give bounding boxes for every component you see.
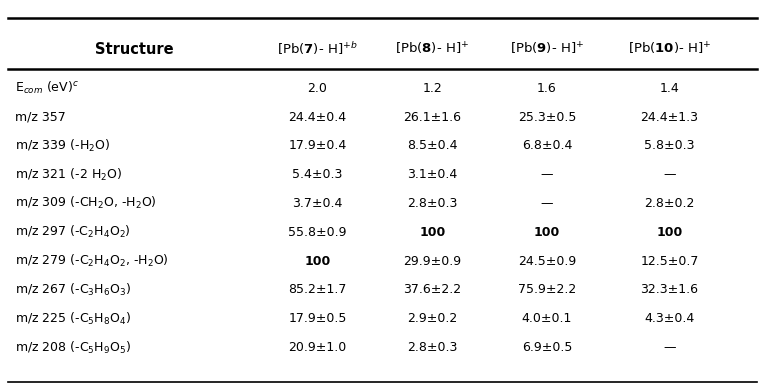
Text: m/z 225 (-C$_{5}$H$_{8}$O$_{4}$): m/z 225 (-C$_{5}$H$_{8}$O$_{4}$)	[15, 310, 132, 327]
Text: 3.7±0.4: 3.7±0.4	[292, 197, 343, 210]
Text: 37.6±2.2: 37.6±2.2	[403, 283, 461, 296]
Text: m/z 339 (-H$_{2}$O): m/z 339 (-H$_{2}$O)	[15, 138, 110, 154]
Text: 3.1±0.4: 3.1±0.4	[407, 168, 457, 181]
Text: m/z 208 (-C$_{5}$H$_{9}$O$_{5}$): m/z 208 (-C$_{5}$H$_{9}$O$_{5}$)	[15, 339, 132, 356]
Text: 1.4: 1.4	[659, 82, 679, 95]
Text: 2.9±0.2: 2.9±0.2	[407, 312, 457, 325]
Text: E$_{com}$ (eV)$^{c}$: E$_{com}$ (eV)$^{c}$	[15, 80, 79, 96]
Text: 24.4±1.3: 24.4±1.3	[640, 111, 698, 123]
Text: m/z 297 (-C$_{2}$H$_{4}$O$_{2}$): m/z 297 (-C$_{2}$H$_{4}$O$_{2}$)	[15, 224, 131, 240]
Text: m/z 279 (-C$_{2}$H$_{4}$O$_{2}$, -H$_{2}$O): m/z 279 (-C$_{2}$H$_{4}$O$_{2}$, -H$_{2}…	[15, 253, 169, 269]
Text: Structure: Structure	[95, 42, 173, 56]
Text: [Pb($\mathbf{8}$)- H]$^{+}$: [Pb($\mathbf{8}$)- H]$^{+}$	[396, 41, 469, 57]
Text: 4.3±0.4: 4.3±0.4	[644, 312, 695, 325]
Text: 75.9±2.2: 75.9±2.2	[518, 283, 576, 296]
Text: 17.9±0.5: 17.9±0.5	[288, 312, 347, 325]
Text: —: —	[663, 341, 675, 354]
Text: 26.1±1.6: 26.1±1.6	[403, 111, 461, 123]
Text: 5.4±0.3: 5.4±0.3	[292, 168, 343, 181]
Text: [Pb($\mathbf{9}$)- H]$^{+}$: [Pb($\mathbf{9}$)- H]$^{+}$	[510, 41, 584, 57]
Text: 6.8±0.4: 6.8±0.4	[522, 139, 572, 152]
Text: m/z 321 (-2 H$_{2}$O): m/z 321 (-2 H$_{2}$O)	[15, 167, 122, 183]
Text: 12.5±0.7: 12.5±0.7	[640, 254, 698, 268]
Text: 20.9±1.0: 20.9±1.0	[288, 341, 347, 354]
Text: [Pb($\mathbf{7}$)- H]$^{+b}$: [Pb($\mathbf{7}$)- H]$^{+b}$	[277, 40, 358, 58]
Text: 2.8±0.3: 2.8±0.3	[407, 341, 457, 354]
Text: 32.3±1.6: 32.3±1.6	[640, 283, 698, 296]
Text: 100: 100	[534, 226, 560, 239]
Text: 55.8±0.9: 55.8±0.9	[288, 226, 347, 239]
Text: 24.5±0.9: 24.5±0.9	[518, 254, 576, 268]
Text: 17.9±0.4: 17.9±0.4	[288, 139, 347, 152]
Text: m/z 267 (-C$_{3}$H$_{6}$O$_{3}$): m/z 267 (-C$_{3}$H$_{6}$O$_{3}$)	[15, 282, 132, 298]
Text: 100: 100	[304, 254, 330, 268]
Text: 85.2±1.7: 85.2±1.7	[288, 283, 347, 296]
Text: 2.8±0.3: 2.8±0.3	[407, 197, 457, 210]
Text: m/z 357: m/z 357	[15, 111, 66, 123]
Text: 24.4±0.4: 24.4±0.4	[288, 111, 347, 123]
Text: 1.2: 1.2	[422, 82, 442, 95]
Text: 100: 100	[656, 226, 682, 239]
Text: 100: 100	[419, 226, 445, 239]
Text: 25.3±0.5: 25.3±0.5	[518, 111, 576, 123]
Text: 6.9±0.5: 6.9±0.5	[522, 341, 572, 354]
Text: 29.9±0.9: 29.9±0.9	[403, 254, 461, 268]
Text: 1.6: 1.6	[537, 82, 557, 95]
Text: 4.0±0.1: 4.0±0.1	[522, 312, 572, 325]
Text: 5.8±0.3: 5.8±0.3	[644, 139, 695, 152]
Text: 2.8±0.2: 2.8±0.2	[644, 197, 695, 210]
Text: m/z 309 (-CH$_{2}$O, -H$_{2}$O): m/z 309 (-CH$_{2}$O, -H$_{2}$O)	[15, 195, 157, 212]
Text: —: —	[541, 197, 553, 210]
Text: 8.5±0.4: 8.5±0.4	[407, 139, 457, 152]
Text: [Pb($\mathbf{10}$)- H]$^{+}$: [Pb($\mathbf{10}$)- H]$^{+}$	[628, 41, 711, 57]
Text: —: —	[541, 168, 553, 181]
Text: —: —	[663, 168, 675, 181]
Text: 2.0: 2.0	[308, 82, 327, 95]
